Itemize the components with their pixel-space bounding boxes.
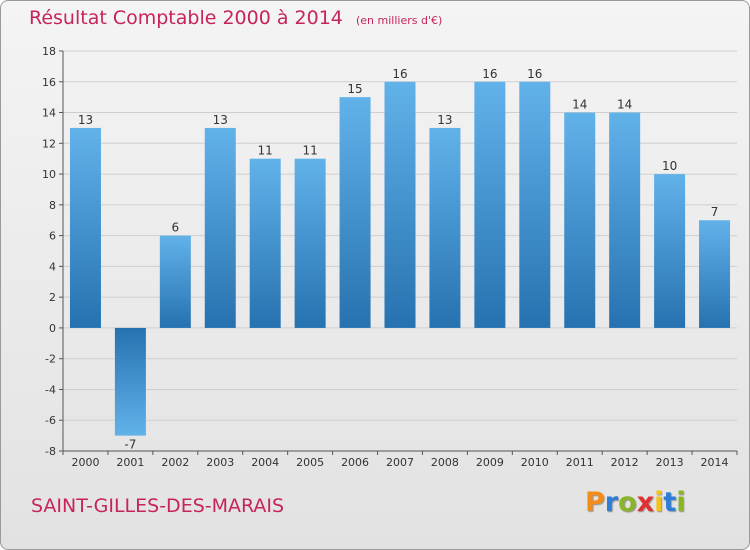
data-label: 6 (172, 221, 180, 235)
data-label: 14 (617, 98, 632, 112)
data-label: 14 (572, 98, 587, 112)
y-tick-label: -8 (45, 445, 56, 458)
data-label: 13 (437, 113, 452, 127)
bar (294, 158, 326, 328)
data-label: 11 (258, 144, 273, 158)
brand-letter: i (676, 487, 686, 518)
y-tick-label: 14 (42, 107, 56, 120)
x-tick-label: 2010 (521, 456, 549, 469)
data-label: 16 (527, 67, 542, 81)
y-tick-label: 0 (49, 322, 56, 335)
commune-name: SAINT-GILLES-DES-MARAIS (31, 495, 285, 517)
brand-letter: t (663, 487, 677, 518)
bar (609, 112, 641, 328)
x-tick-label: 2004 (251, 456, 279, 469)
y-tick-label: 10 (42, 168, 56, 181)
brand-letter: x (636, 487, 655, 518)
data-label: -7 (124, 438, 136, 452)
y-tick-label: -6 (45, 414, 56, 427)
bar (114, 327, 146, 436)
bar (69, 127, 101, 328)
data-label: 13 (213, 113, 228, 127)
proxiti-logo: Proxiti (585, 487, 686, 518)
data-label: 11 (302, 144, 317, 158)
x-tick-label: 2000 (71, 456, 99, 469)
bar (339, 97, 371, 328)
bar (249, 158, 281, 328)
data-label: 10 (662, 159, 677, 173)
bar (204, 127, 236, 328)
y-tick-label: -4 (45, 383, 56, 396)
x-tick-label: 2007 (386, 456, 414, 469)
bar (699, 220, 731, 328)
brand-letter: o (618, 487, 637, 518)
x-tick-label: 2008 (431, 456, 459, 469)
brand-letter: i (654, 487, 664, 518)
bar (429, 127, 461, 328)
y-tick-label: 16 (42, 76, 56, 89)
y-tick-label: 12 (42, 137, 56, 150)
brand-letter: r (604, 487, 619, 518)
brand-letter: P (585, 487, 605, 518)
y-tick-label: 4 (49, 260, 56, 273)
y-tick-label: 2 (49, 291, 56, 304)
x-tick-label: 2006 (341, 456, 369, 469)
chart-subtitle: (en milliers d'€) (355, 14, 443, 27)
bar (564, 112, 596, 328)
bar (384, 81, 416, 328)
y-tick-label: 6 (49, 230, 56, 243)
data-label: 16 (392, 67, 407, 81)
y-tick-label: 18 (42, 45, 56, 58)
x-tick-label: 2003 (206, 456, 234, 469)
x-tick-label: 2005 (296, 456, 324, 469)
data-label: 15 (347, 82, 362, 96)
x-tick-label: 2001 (116, 456, 144, 469)
chart-title-block: Résultat Comptable 2000 à 2014 (en milli… (29, 7, 442, 29)
x-tick-label: 2009 (476, 456, 504, 469)
data-label: 16 (482, 67, 497, 81)
bar (474, 81, 506, 328)
y-tick-label: -2 (45, 353, 56, 366)
x-tick-label: 2013 (656, 456, 684, 469)
bar (519, 81, 551, 328)
x-tick-label: 2012 (611, 456, 639, 469)
x-tick-label: 2011 (566, 456, 594, 469)
data-label: 7 (711, 205, 719, 219)
bar (159, 235, 191, 328)
x-tick-label: 2014 (701, 456, 729, 469)
x-tick-label: 2002 (161, 456, 189, 469)
y-tick-label: 8 (49, 199, 56, 212)
chart-title: Résultat Comptable 2000 à 2014 (29, 7, 343, 29)
bar (654, 174, 686, 328)
data-label: 13 (78, 113, 93, 127)
